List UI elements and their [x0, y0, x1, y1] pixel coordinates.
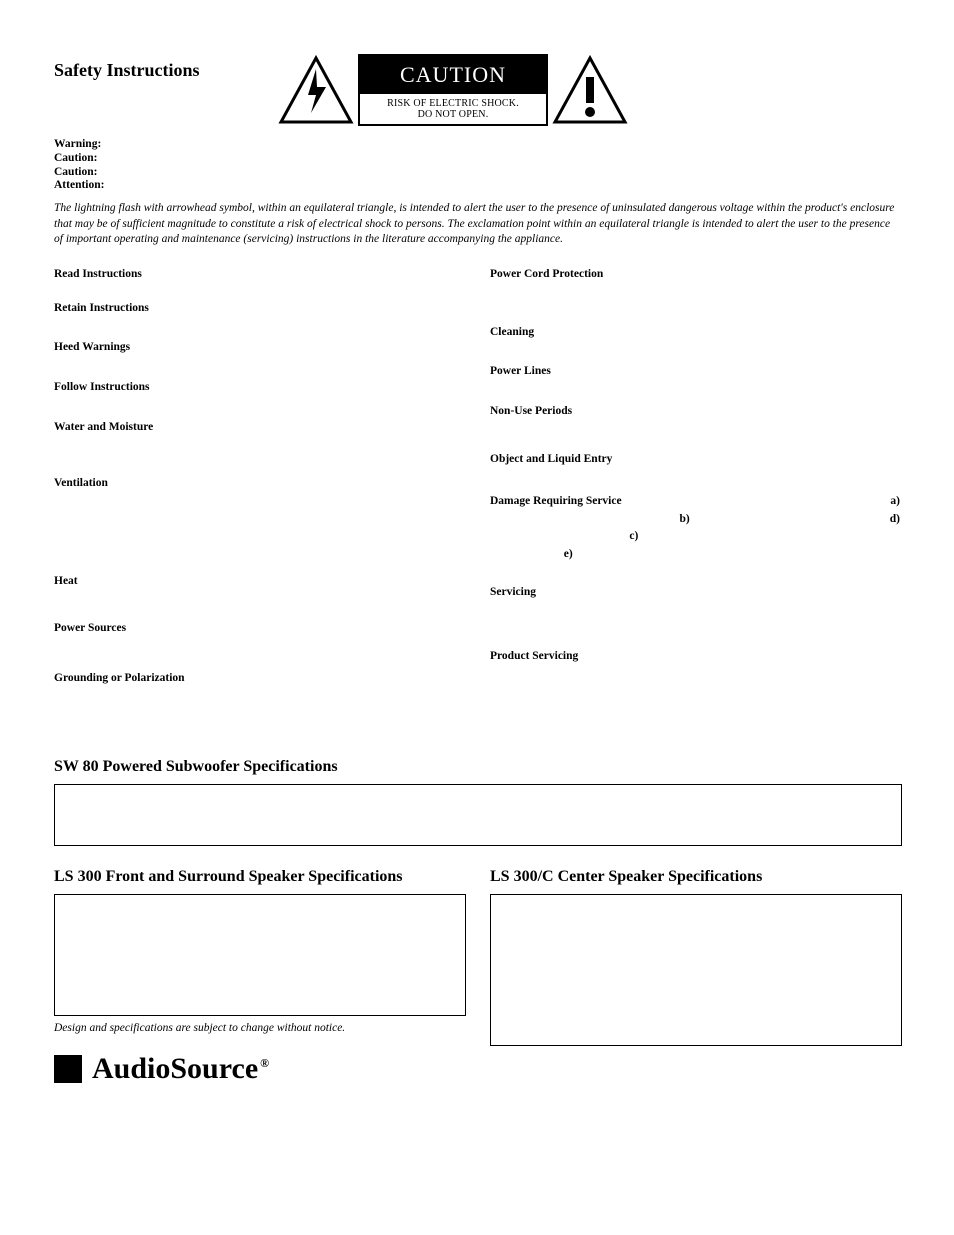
dsr-item-a: a) [890, 493, 900, 511]
dsr-title: Damage Requiring Service [490, 493, 622, 511]
warning-label: Caution: [54, 166, 900, 180]
lightning-triangle-icon [278, 55, 354, 125]
instruction-heading: Power Lines [490, 363, 900, 381]
dsr-item-b: b) [680, 511, 690, 529]
header-row: Safety Instructions CAUTION RISK OF ELEC… [54, 54, 900, 126]
instruction-heading: Object and Liquid Entry [490, 451, 900, 469]
brand-logo: AudioSource® [54, 1052, 464, 1086]
instruction-heading: Power Cord Protection [490, 266, 900, 284]
dsr-item-d: d) [890, 511, 900, 529]
left-column: Read Instructions Retain Instructions Heed… [54, 266, 464, 706]
warning-label: Attention: [54, 179, 900, 193]
spec-row: LS 300 Front and Surround Speaker Specif… [54, 868, 900, 1086]
spec-box-ls300c [490, 894, 902, 1046]
spec-heading-sw80: SW 80 Powered Subwoofer Specifications [54, 758, 900, 776]
instruction-heading: Follow Instructions [54, 379, 464, 397]
caution-box: CAUTION RISK OF ELECTRIC SHOCK. DO NOT O… [358, 54, 548, 126]
instruction-heading: Servicing [490, 584, 900, 602]
instruction-heading: Heat [54, 573, 464, 591]
instruction-heading: Ventilation [54, 475, 464, 493]
page-title: Safety Instructions [54, 54, 254, 81]
exclamation-triangle-icon [552, 55, 628, 125]
instruction-heading: Product Servicing [490, 648, 900, 666]
warning-labels: Warning:Caution:Caution:Attention: [54, 138, 900, 193]
design-note: Design and specifications are subject to… [54, 1022, 464, 1034]
caution-block: CAUTION RISK OF ELECTRIC SHOCK. DO NOT O… [278, 54, 628, 126]
instruction-heading: Water and Moisture [54, 419, 464, 437]
caution-subtext: RISK OF ELECTRIC SHOCK. DO NOT OPEN. [360, 94, 546, 124]
instruction-heading: Grounding or Polarization [54, 670, 464, 688]
instructions-columns: Read Instructions Retain Instructions Heed… [54, 266, 900, 706]
instruction-heading: Heed Warnings [54, 339, 464, 357]
instruction-heading: Power Sources [54, 620, 464, 638]
spec-heading-ls300c: LS 300/C Center Speaker Specifications [490, 868, 900, 886]
instruction-heading: Read Instructions [54, 266, 464, 284]
damage-requiring-service: Damage Requiring Service a) b) d) c) e) [490, 493, 900, 564]
dsr-item-e: e) [564, 546, 573, 564]
brand-name: AudioSource® [92, 1052, 269, 1086]
instruction-heading: Cleaning [490, 324, 900, 342]
warning-label: Warning: [54, 138, 900, 152]
caution-heading: CAUTION [360, 56, 546, 94]
warning-label: Caution: [54, 152, 900, 166]
instruction-heading: Retain Instructions [54, 300, 464, 318]
logo-square-icon [54, 1055, 82, 1083]
registered-mark: ® [260, 1056, 269, 1070]
right-column: Power Cord Protection Cleaning Power Lines… [490, 266, 900, 706]
dsr-item-c: c) [629, 528, 638, 546]
symbol-explanation-paragraph: The lightning flash with arrowhead symbo… [54, 201, 900, 248]
spec-heading-ls300: LS 300 Front and Surround Speaker Specif… [54, 868, 464, 886]
spec-box-ls300 [54, 894, 466, 1016]
instruction-heading: Non-Use Periods [490, 403, 900, 421]
spec-box-sw80 [54, 784, 902, 846]
